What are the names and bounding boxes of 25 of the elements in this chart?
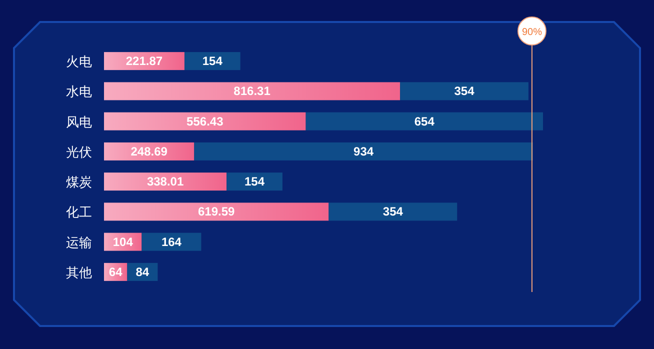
data-label: 556.43 xyxy=(186,114,224,128)
y-tick-label: 风电 xyxy=(66,114,92,130)
data-label: 934 xyxy=(354,144,374,158)
data-label: 354 xyxy=(454,84,475,98)
data-label: 248.69 xyxy=(130,144,168,158)
y-tick-label: 水电 xyxy=(66,84,92,100)
y-tick-label: 其他 xyxy=(66,264,92,280)
text: 90% xyxy=(522,27,542,38)
y-tick-label: 运输 xyxy=(66,234,92,250)
data-label: 64 xyxy=(108,264,123,279)
data-label: 104 xyxy=(112,234,134,249)
y-tick-label: 火电 xyxy=(66,54,92,70)
data-label: 619.59 xyxy=(198,204,236,219)
data-label: 338.01 xyxy=(146,174,184,189)
y-tick-label: 光伏 xyxy=(66,144,92,160)
data-label: 154 xyxy=(244,174,265,189)
data-label: 84 xyxy=(136,264,150,279)
data-label: 816.31 xyxy=(234,84,271,98)
data-label: 354 xyxy=(382,204,404,219)
y-tick-label: 煤炭 xyxy=(66,174,92,190)
data-label: 164 xyxy=(161,234,182,249)
data-label: 654 xyxy=(414,114,435,128)
y-tick-label: 化工 xyxy=(66,204,92,220)
data-label: 154 xyxy=(202,54,223,68)
data-label: 221.87 xyxy=(126,54,163,68)
